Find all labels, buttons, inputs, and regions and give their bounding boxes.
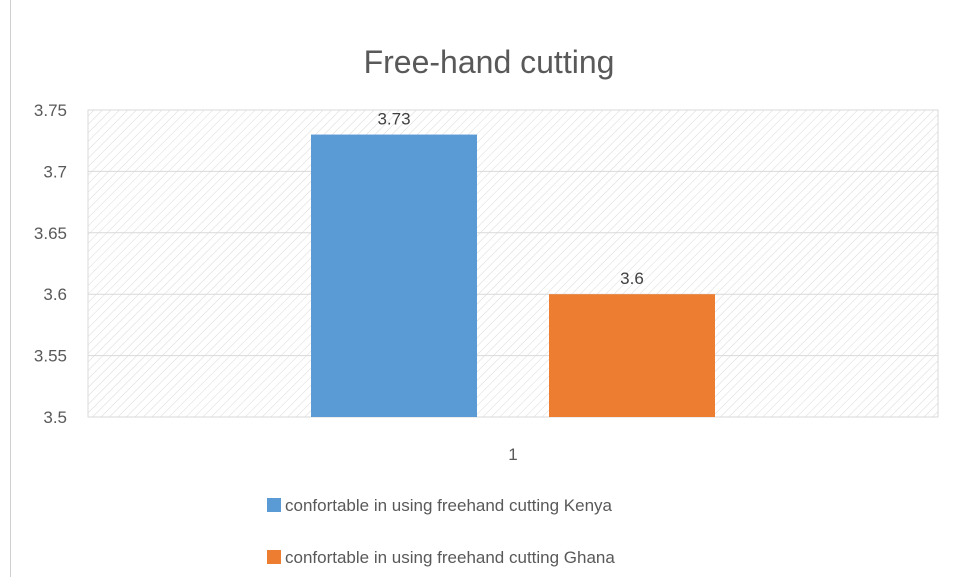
bar-series-1 [311,134,477,417]
y-tick-label: 3.55 [34,347,67,366]
bar-series-2 [549,294,715,417]
legend-swatch [267,498,281,512]
legend-entry-label: confortable in using freehand cutting Ke… [285,496,613,515]
chart-title: Free-hand cutting [364,44,615,80]
y-tick-label: 3.5 [43,408,67,427]
data-labels: 3.73 3.6 [377,110,643,289]
y-tick-label: 3.75 [34,101,67,120]
left-border-line [10,0,11,577]
data-label: 3.6 [620,269,644,288]
y-tick-label: 3.6 [43,285,67,304]
y-tick-label: 3.65 [34,224,67,243]
data-label: 3.73 [377,110,410,129]
plot-area-background [87,109,939,418]
legend-swatch [267,550,281,564]
gridlines [88,109,938,418]
legend-entry-label: confortable in using freehand cutting Gh… [285,548,615,567]
y-tick-label: 3.7 [43,162,67,181]
legend: confortable in using freehand cutting Ke… [267,496,615,567]
y-axis-tick-labels: 3.75 3.7 3.65 3.6 3.55 3.5 [34,101,67,427]
x-axis-tick-labels: 1 [508,445,517,464]
x-tick-label: 1 [508,445,517,464]
bars [311,134,715,417]
